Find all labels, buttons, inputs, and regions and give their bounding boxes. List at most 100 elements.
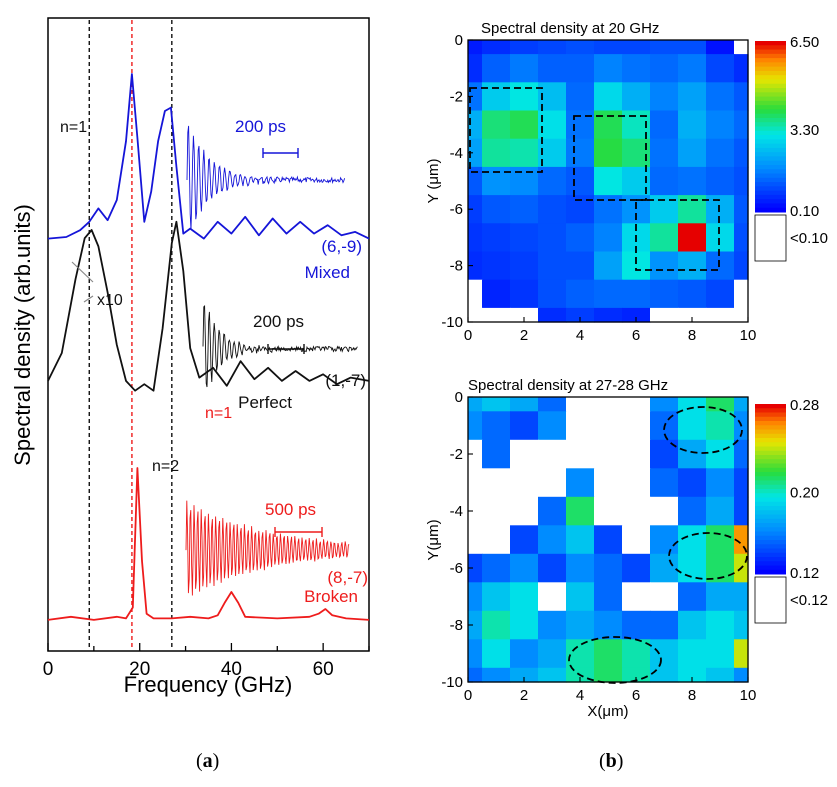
x-tick-label: 40	[221, 659, 242, 680]
heatmap-bottom-title: Spectral density at 27-28 GHz	[468, 377, 668, 394]
heatmap-cell	[510, 110, 539, 140]
colorbar-bottom: 0.28 0.20 0.12 <0.12	[754, 397, 828, 624]
heatmap-cell	[482, 610, 511, 640]
heatmap-cell	[510, 525, 539, 555]
heatmap-cell	[468, 610, 483, 640]
heatmap-cell	[566, 223, 595, 253]
colorbar-segment	[755, 173, 786, 179]
heatmap-cell	[468, 397, 483, 412]
heatmap-cell	[468, 639, 483, 669]
colorbar-below-box	[754, 576, 787, 624]
heatmap-cell	[678, 54, 707, 83]
heatmap-cell	[706, 138, 735, 168]
series-name-broken: Broken	[304, 587, 358, 606]
mode-label-n1-red: n=1	[205, 405, 232, 422]
heatmap-cell	[538, 54, 567, 83]
x-tick-label: 10	[740, 687, 757, 704]
heatmap-bottom-y-label: Y(μm)	[425, 519, 442, 560]
heatmap-cell	[678, 525, 707, 555]
caption-a: (a)	[196, 750, 220, 772]
dashed-region-ellipse	[663, 406, 743, 454]
colorbar-segment	[755, 552, 786, 558]
heatmap-cell	[482, 639, 511, 669]
heatmap-cell	[510, 138, 539, 168]
heatmap-cell	[594, 82, 623, 112]
heatmap-cell	[482, 223, 511, 253]
inset-scale-mixed: 200 ps	[235, 117, 286, 136]
colorbar-segment	[755, 455, 786, 460]
colorbar-segment	[755, 433, 786, 439]
heatmap-cell	[510, 667, 539, 683]
heatmap-cell	[734, 582, 749, 612]
heatmap-cell	[566, 166, 595, 196]
heatmap-cell	[538, 468, 567, 498]
heatmap-cell	[706, 439, 735, 469]
colorbar-segment	[755, 152, 786, 157]
heatmap-cell	[678, 411, 707, 441]
heatmap-cell	[510, 553, 539, 583]
heatmap-cell	[566, 525, 595, 555]
colorbar-segment	[755, 421, 786, 426]
colorbar-segment	[755, 416, 786, 422]
heatmap-cell	[706, 54, 735, 83]
heatmap-cell	[482, 397, 511, 412]
heatmap-cell	[538, 496, 567, 526]
heatmap-cell	[622, 40, 651, 55]
heatmap-cell	[482, 468, 511, 498]
reference-lines	[88, 20, 173, 649]
colorbar-segment	[755, 58, 786, 63]
colorbar-segment	[755, 147, 786, 153]
heatmap-cell	[594, 639, 623, 669]
spectra-curves	[47, 73, 370, 621]
colorbar-segment	[755, 467, 786, 473]
colorbar-segment	[755, 156, 786, 162]
heatmap-cell	[706, 279, 735, 309]
heatmap-cell	[734, 468, 749, 498]
colorbar-segment	[755, 113, 786, 119]
heatmap-cell	[482, 667, 511, 683]
heatmap-cell	[678, 82, 707, 112]
colorbar-segment	[755, 88, 786, 93]
heatmap-cell	[734, 138, 749, 168]
heatmap-cell	[594, 138, 623, 168]
heatmap-cell	[706, 40, 735, 55]
heatmap-cell	[706, 82, 735, 112]
heatmap-cell	[566, 582, 595, 612]
heatmap-cell	[622, 54, 651, 83]
heatmap-cell	[650, 439, 679, 469]
y-tick-label: 0	[455, 32, 463, 49]
x-ticks: 0 20 40 60	[43, 643, 370, 680]
heatmap-cell	[538, 279, 567, 309]
heatmap-cell	[482, 553, 511, 583]
multiplier-label: x10	[97, 292, 123, 309]
y-tick-label: -4	[450, 503, 463, 520]
heatmap-cell	[650, 40, 679, 55]
heatmap-cell	[650, 166, 679, 196]
heatmap-cell	[650, 307, 679, 323]
colorbar-segment	[755, 70, 786, 76]
heatmap-cell	[468, 667, 483, 683]
heatmap-cell	[678, 667, 707, 683]
colorbar-segment	[755, 139, 786, 145]
series-name-perfect: Perfect	[238, 393, 292, 412]
heatmap-cell	[510, 279, 539, 309]
heatmap-cell	[678, 610, 707, 640]
heatmap-cell	[622, 82, 651, 112]
x-tick-label: 6	[632, 327, 640, 344]
x-tick-label: 4	[576, 687, 584, 704]
dashed-region-ellipse	[668, 532, 748, 580]
dashed-region-ellipse	[568, 636, 662, 684]
heatmap-cell	[734, 195, 749, 224]
time-domain-insets	[185, 125, 358, 596]
heatmap-cell	[650, 525, 679, 555]
y-tick-label: -8	[450, 258, 463, 275]
heatmap-cell	[706, 525, 735, 555]
colorbar-segment	[755, 164, 786, 170]
colorbar-segment	[755, 489, 786, 494]
x-tick-label: 20	[129, 659, 150, 680]
heatmap-cell	[706, 468, 735, 498]
heatmap-cell	[482, 54, 511, 83]
colorbar-segment	[755, 506, 786, 511]
y-tick-label: -10	[441, 314, 463, 331]
colorbar-segment	[755, 544, 786, 549]
